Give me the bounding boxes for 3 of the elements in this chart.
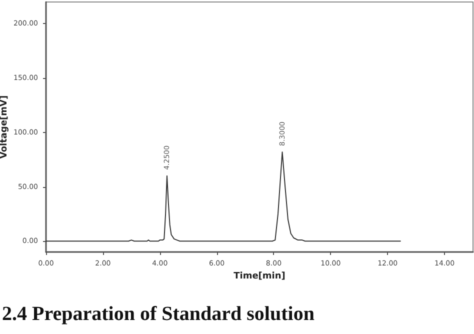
text: 2.4 Preparation of Standard solution — [2, 303, 314, 325]
x-axis-title: Time[min] — [234, 272, 286, 282]
y-axis-title: Voltage[mV] — [0, 95, 10, 159]
